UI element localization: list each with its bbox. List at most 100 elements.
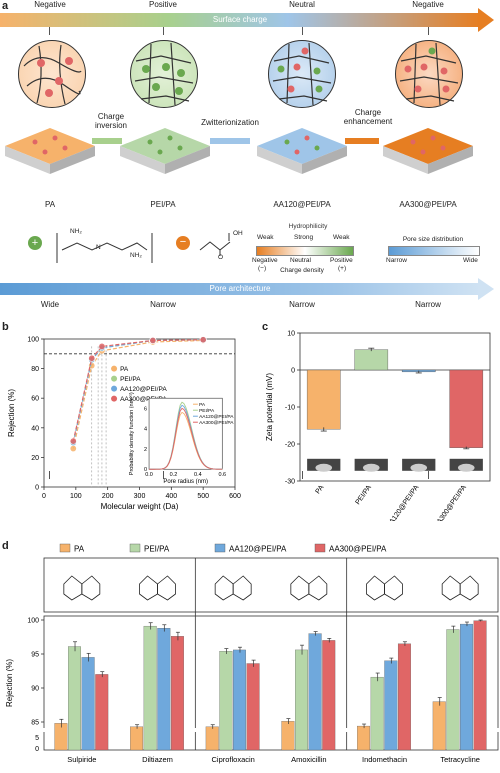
bar [95,674,109,751]
bar [384,660,398,751]
x-category-label: AA300@PEI/PA [433,484,468,521]
legend-label: PEI/PA [120,376,141,383]
molecule-ring [441,575,461,601]
x-category-label: Diltiazem [142,755,173,764]
inset-y-tick-label: 0 [144,467,147,473]
pei-nh2-label-1: NH₂ [70,228,82,235]
legend-label: PA [74,545,85,554]
bar [460,623,473,751]
hydrophilicity-weak-left: Weak [257,234,274,241]
bar [295,649,308,751]
x-tick-label: 100 [70,493,82,500]
bar [170,636,184,751]
legend-swatch [314,543,326,553]
surface-charge-label-4: Negative [412,0,444,9]
data-point [69,437,77,445]
y-tick-label: 0 [35,746,39,753]
legend-swatch [111,385,118,392]
legend-label: AA300@PEI/PA [329,545,387,554]
series-line-3 [72,339,204,442]
hydrophilicity-weak-right: Weak [333,234,350,241]
legend-label: AA300@PEI/PA [120,396,167,403]
polymer-network-illustration [272,42,332,106]
zoom-circle-aa120 [268,40,336,108]
legend-swatch [59,543,71,553]
pore-size-narrow: Narrow [386,257,407,264]
panel-a-label: a [2,0,9,12]
structure-box [43,557,499,613]
molecule-ring [139,575,158,601]
membrane-name-pei-pa: PEI/PA [150,200,176,209]
pore-architecture-title: Pore architecture [209,284,271,293]
charge-negative: Negative [252,257,278,264]
bar [219,651,233,751]
x-category-label: Indomethacin [362,755,407,764]
bar [397,643,411,751]
bar-0 [306,369,341,430]
negative-charge-icon: − [176,236,190,250]
droplet-shape [410,463,428,472]
bar [322,640,336,751]
y-tick-label: 40 [31,425,39,432]
data-point [149,336,157,344]
y-axis-label: Rejection (%) [7,389,16,437]
data-point [88,354,96,362]
legend-label: AA120@PEI/PA [229,545,287,554]
molecule-ring [290,575,310,601]
inset-y-tick-label: 4 [144,427,147,433]
arrow-zwitterionization [210,138,250,144]
charge-neg-sign: (−) [258,265,267,272]
data-point [98,342,106,350]
acrylic-acid-drawing [199,233,231,256]
inset-legend-label: PEI/PA [199,408,215,414]
arrow-charge-inversion [92,138,122,144]
x-tick-label: 600 [229,493,241,500]
hydrophilicity-title: Hydrophilicity [288,223,328,230]
y-tick-label: 80 [31,366,39,373]
axis-break [40,728,500,732]
surface-charge-label-1: Negative [34,0,66,9]
y-tick-label: -10 [285,405,295,412]
arrow-charge-enhancement [345,138,379,144]
bar [143,625,157,751]
bar [432,701,446,751]
pei-structure [52,228,157,268]
bar [308,633,322,751]
surface-charge-title: Surface charge [212,15,268,24]
bar [68,646,81,751]
legend-label: AA120@PEI/PA [120,386,167,393]
inset-x-label: Pore radius (nm) [163,479,208,485]
bar [473,620,487,751]
membrane-slab-illustration [257,128,347,174]
legend-label: PA [120,366,129,373]
surface-charge-label-2: Positive [148,0,177,9]
inset-curve-3 [149,407,223,470]
bar [246,663,260,751]
y-tick-label: 90 [31,686,39,693]
y-tick-label: -30 [285,479,295,486]
acid-oh-label: OH [233,230,243,237]
pei-nh2-label-2: NH₂ [130,252,142,259]
zoom-circle-aa300 [395,40,463,108]
polymer-network-illustration [134,42,194,106]
pore-architecture-arrowhead [478,278,494,300]
bar [81,657,95,751]
x-tick-label: 500 [197,493,209,500]
pore-size-wide: Wide [463,257,478,264]
hydrophilicity-strong: Strong [294,234,314,241]
charge-pos-sign: (+) [338,265,347,272]
molecule-ring [308,575,328,601]
bar [281,721,295,751]
inset-legend-label: AA300@PEI/PA [199,420,234,426]
inset-x-tick-label: 0.6 [218,472,226,478]
y-tick-label: 100 [27,618,39,625]
bar [357,725,371,751]
arrow-label-zwitterionization: Zwitterionization [201,118,259,127]
y-tick-label: 20 [31,455,39,462]
rejection-vs-mw-chart: 0 100 200 300 400 500 600020406080100Molecular… [7,336,241,511]
tick-mark [49,471,50,479]
panel-d-label: d [2,540,9,552]
pei-structure-drawing [56,233,153,263]
membrane-slab-illustration [5,128,95,174]
charge-gradient-bar [256,246,354,256]
